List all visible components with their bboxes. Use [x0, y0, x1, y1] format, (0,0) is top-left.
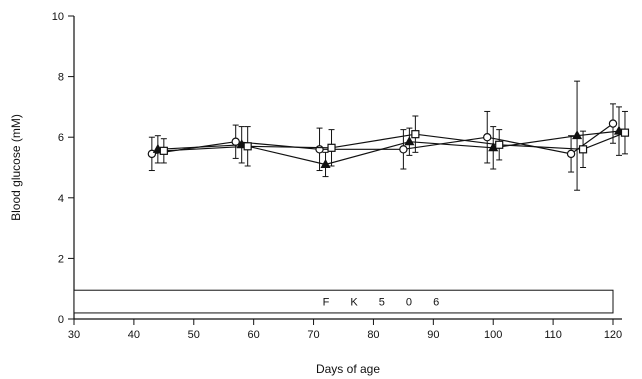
point-circle	[231, 137, 240, 146]
axes: 0 2 4 6 8 10 30 40 50 60 70 80 90 100 110 120	[52, 11, 622, 341]
point-triangle	[404, 136, 415, 146]
y-axis-title: Blood glucose (mM)	[9, 114, 23, 221]
point-square	[243, 142, 252, 151]
series-group	[147, 80, 630, 191]
y-tick-label: 6	[58, 132, 64, 144]
series-circle	[147, 103, 618, 173]
point-circle	[566, 149, 576, 159]
x-tick-label: 90	[427, 329, 439, 341]
x-tick-label: 80	[367, 329, 379, 341]
x-tick-label: 120	[604, 329, 622, 341]
x-tick-label: 60	[248, 329, 260, 341]
point-circle	[608, 119, 618, 128]
treatment-bar-group: F K 5 0 6	[73, 289, 614, 314]
x-tick-label: 40	[128, 329, 140, 341]
x-tick-label: 70	[307, 329, 319, 341]
series-triangle	[152, 80, 625, 191]
point-square	[327, 143, 336, 152]
y-tick-label: 4	[58, 193, 64, 205]
y-tick-label: 0	[58, 314, 64, 326]
point-circle	[315, 145, 324, 154]
point-triangle	[572, 130, 583, 140]
x-tick-label: 30	[68, 329, 80, 341]
y-tick-label: 2	[58, 253, 64, 265]
x-axis-title: Days of age	[316, 362, 380, 376]
y-tick-label: 8	[58, 72, 64, 84]
point-square	[159, 146, 168, 155]
point-square	[620, 128, 630, 137]
x-tick-label: 100	[484, 329, 502, 341]
point-square	[411, 130, 420, 139]
y-tick-label: 10	[52, 11, 64, 23]
series-square	[159, 110, 630, 168]
point-square	[495, 140, 504, 149]
treatment-bar	[73, 289, 614, 314]
point-triangle	[320, 158, 331, 168]
treatment-bar-label: F K 5 0 6	[323, 297, 449, 309]
point-square	[578, 145, 588, 154]
x-tick-label: 110	[544, 329, 562, 341]
point-circle	[399, 145, 408, 154]
point-circle	[483, 132, 492, 142]
x-tick-label: 50	[188, 329, 200, 341]
